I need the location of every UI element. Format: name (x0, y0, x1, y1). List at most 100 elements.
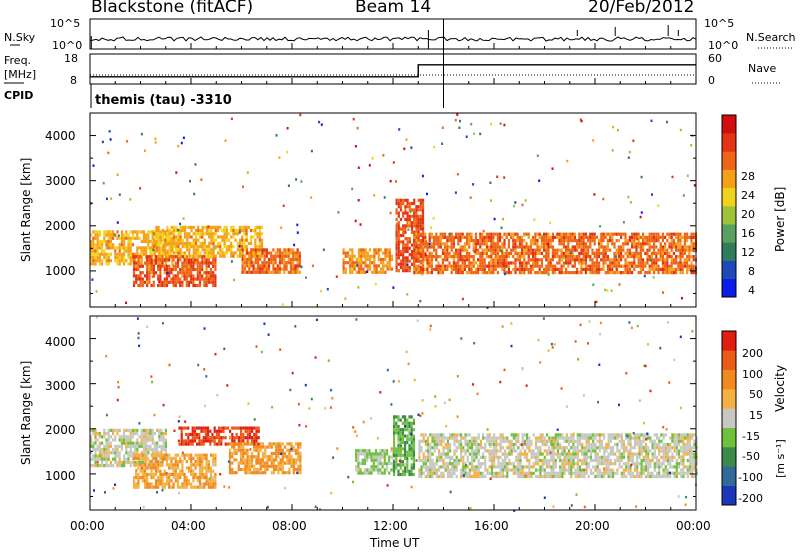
heatmap-cell (397, 233, 400, 238)
heatmap-cell (374, 452, 378, 456)
heatmap-cell (554, 442, 557, 447)
heatmap-cell (207, 482, 210, 486)
heatmap-cell (125, 233, 128, 237)
heatmap-cell (406, 240, 409, 244)
heatmap-cell (507, 245, 510, 249)
heatmap-cell (192, 264, 195, 268)
heatmap-cell (419, 255, 422, 259)
heatmap-cell (168, 463, 171, 467)
heatmap-cell (604, 258, 607, 262)
heatmap-cell (287, 270, 290, 274)
heatmap-cell (582, 242, 585, 246)
heatmap-cell (532, 455, 535, 459)
heatmap-cell (198, 456, 202, 460)
heatmap-cell (438, 465, 441, 469)
heatmap-cell (397, 415, 400, 419)
heatmap-cell (543, 235, 546, 239)
heatmap-cell (435, 471, 438, 475)
heatmap-cell (135, 476, 138, 480)
heatmap-cell (320, 123, 323, 126)
heatmap-cell (493, 446, 496, 450)
heatmap-cell (383, 458, 386, 462)
heatmap-cell (98, 451, 101, 455)
heatmap-cell (281, 257, 284, 262)
heatmap-cell (648, 248, 651, 252)
heatmap-cell (94, 432, 97, 436)
heatmap-cell (148, 261, 151, 265)
heatmap-cell (385, 452, 389, 456)
power-colorbar-swatch (722, 224, 736, 243)
heatmap-cell (417, 246, 420, 250)
heatmap-cell (452, 261, 455, 265)
heatmap-cell (298, 257, 301, 262)
heatmap-cell (554, 235, 557, 239)
heatmap-cell (517, 446, 520, 450)
heatmap-cell (449, 442, 452, 447)
heatmap-cell (261, 248, 264, 252)
heatmap-cell (143, 274, 147, 278)
heatmap-cell (187, 271, 191, 275)
heatmap-cell (187, 466, 191, 470)
heatmap-cell (628, 239, 631, 243)
heatmap-cell (257, 461, 260, 465)
heatmap-cell (473, 458, 476, 463)
heatmap-cell (573, 245, 576, 249)
heatmap-cell (248, 251, 251, 255)
heatmap-cell (468, 239, 471, 243)
heatmap-cell (519, 449, 522, 453)
heatmap-cell (494, 261, 497, 265)
heatmap-cell (422, 264, 425, 268)
heatmap-cell (446, 436, 449, 440)
heatmap-cell (523, 258, 526, 262)
heatmap-cell (466, 242, 469, 246)
heatmap-cell (413, 256, 416, 260)
heatmap-cell (140, 435, 143, 439)
heatmap-cell (191, 426, 194, 430)
heatmap-cell (532, 248, 535, 252)
heatmap-cell (129, 460, 132, 464)
heatmap-cell (248, 432, 251, 437)
heatmap-cell (377, 468, 380, 472)
heatmap-cell (503, 261, 506, 265)
heatmap-cell (255, 458, 258, 462)
heatmap-cell (205, 283, 208, 288)
heatmap-cell (497, 449, 500, 453)
heatmap-cell (496, 258, 499, 262)
heatmap-cell (488, 455, 491, 459)
heatmap-cell (368, 254, 372, 258)
heatmap-cell (296, 248, 299, 252)
heatmap-cell (582, 232, 585, 236)
heatmap-cell (611, 232, 614, 236)
heatmap-cell (245, 229, 248, 233)
heatmap-cell (406, 201, 409, 206)
heatmap-cell (355, 455, 358, 459)
heatmap-cell (538, 232, 541, 236)
heatmap-cell (395, 447, 398, 451)
heatmap-cell (399, 437, 402, 441)
heatmap-cell (395, 421, 398, 425)
heatmap-cell (457, 248, 460, 252)
heatmap-cell (429, 465, 432, 469)
heatmap-cell (263, 264, 266, 268)
heatmap-cell (140, 132, 143, 136)
heatmap-cell (374, 455, 378, 459)
heatmap-cell (690, 144, 693, 147)
heatmap-cell (441, 261, 444, 265)
heatmap-cell (116, 444, 119, 448)
heatmap-cell (429, 452, 432, 456)
heatmap-cell (624, 242, 627, 246)
heatmap-cell (466, 264, 469, 268)
heatmap-cell (393, 418, 396, 422)
heatmap-cell (523, 251, 526, 255)
heatmap-cell (357, 199, 360, 202)
heatmap-cell (505, 251, 508, 255)
heatmap-cell (256, 225, 259, 229)
heatmap-cell (492, 267, 495, 271)
heatmap-cell (344, 251, 347, 255)
heatmap-cell (270, 251, 273, 255)
heatmap-cell (499, 474, 502, 479)
heatmap-cell (344, 261, 347, 265)
heatmap-cell (413, 214, 416, 218)
heatmap-cell (96, 233, 99, 237)
heatmap-cell (587, 235, 590, 239)
